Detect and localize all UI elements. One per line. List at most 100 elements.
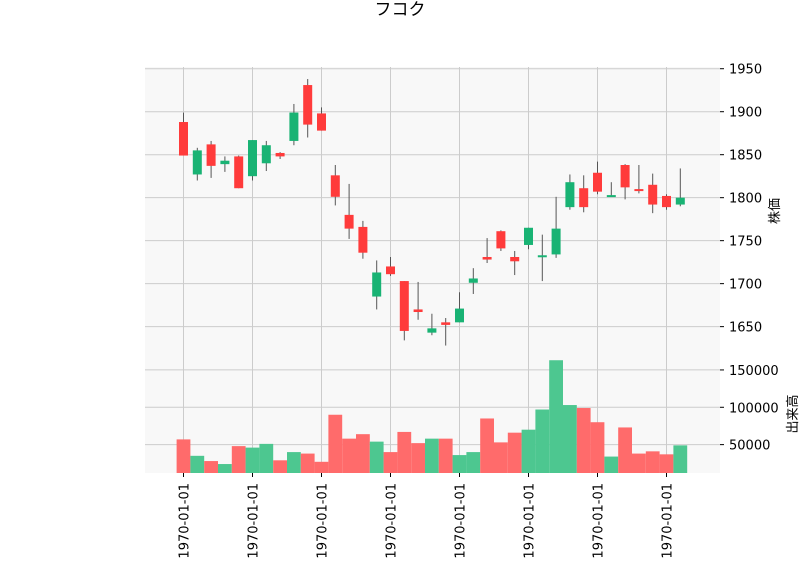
- volume-bar: [535, 409, 550, 473]
- volume-bar: [314, 461, 329, 473]
- volume-bar: [438, 438, 453, 473]
- candle-body: [634, 189, 644, 192]
- price-tick-label: 1800: [729, 192, 762, 207]
- volume-bar: [231, 446, 246, 473]
- volume-bar: [521, 429, 536, 473]
- candle-body: [192, 150, 202, 175]
- volume-bar: [507, 432, 522, 473]
- volume-tick-label: 50000: [729, 439, 770, 454]
- candle-body: [441, 322, 451, 325]
- candle-body: [358, 226, 368, 253]
- volume-bar: [563, 405, 577, 473]
- volume-bar: [300, 453, 315, 473]
- candle-body: [179, 122, 188, 156]
- x-tick-label: 1970-01-01: [661, 483, 676, 559]
- candle-body: [579, 188, 589, 208]
- candle-body: [496, 231, 506, 249]
- candle-body: [206, 144, 216, 166]
- candle-body: [482, 256, 492, 260]
- candle-body: [234, 156, 244, 189]
- price-tick-label: 1900: [729, 106, 762, 121]
- x-tick-label: 1970-01-01: [247, 483, 262, 559]
- grid-lines: [145, 67, 720, 473]
- volume-bar: [273, 460, 287, 473]
- volume-bar: [397, 431, 412, 473]
- price-panel: [145, 67, 720, 355]
- candle-body: [468, 278, 478, 283]
- price-tick-label: 1700: [729, 278, 762, 293]
- volume-bar: [425, 438, 439, 473]
- volume-bar: [604, 456, 619, 473]
- candle-body: [220, 160, 230, 165]
- candle-body: [648, 184, 658, 205]
- candle-body: [289, 112, 299, 141]
- candle-body: [372, 272, 382, 297]
- volume-bar: [659, 454, 674, 473]
- volume-bar: [466, 452, 481, 473]
- candle-body: [455, 308, 464, 323]
- volume-bars: [176, 360, 688, 473]
- candle-body: [427, 328, 437, 333]
- volume-bar: [673, 445, 688, 473]
- volume-bar: [287, 452, 301, 473]
- candle-body: [261, 145, 271, 164]
- candle-body: [524, 227, 533, 245]
- volume-bar: [618, 427, 632, 473]
- x-tick-label: 1970-01-01: [178, 483, 193, 559]
- candle-body: [510, 256, 520, 262]
- volume-bar: [342, 438, 356, 473]
- candlesticks: [179, 79, 685, 346]
- volume-bar: [204, 461, 218, 473]
- price-tick-label: 1950: [729, 63, 762, 78]
- candle-body: [386, 266, 395, 275]
- x-tick-label: 1970-01-01: [385, 483, 400, 559]
- candle-body: [344, 214, 354, 229]
- x-tick-labels: 1970-01-01 1970-01-01 1970-01-01 1970-01-01…: [178, 473, 676, 559]
- candle-body: [565, 182, 575, 208]
- price-tick-label: 1850: [729, 149, 762, 164]
- candle-body: [593, 172, 602, 192]
- candle-body: [317, 113, 326, 131]
- x-tick-label: 1970-01-01: [316, 483, 331, 559]
- volume-bar: [411, 443, 425, 473]
- volume-bar: [369, 441, 384, 473]
- x-tick-label: 1970-01-01: [523, 483, 538, 559]
- candle-body: [399, 281, 409, 331]
- candle-body: [606, 195, 616, 198]
- candle-body: [662, 195, 671, 208]
- price-tick-label: 1650: [729, 321, 762, 336]
- price-axis-label: 株価: [768, 198, 783, 224]
- candle-body: [413, 309, 423, 313]
- candle-body: [303, 85, 313, 125]
- price-tick-label: 1750: [729, 235, 762, 250]
- volume-bar: [549, 360, 563, 473]
- volume-bar: [328, 414, 343, 473]
- candle-body: [675, 197, 685, 205]
- volume-bar: [259, 443, 274, 473]
- volume-bar: [632, 453, 646, 473]
- volume-bar: [190, 455, 205, 473]
- candle-body: [330, 175, 340, 197]
- volume-bar: [576, 408, 591, 473]
- volume-bar: [245, 447, 260, 473]
- volume-axis-label: 出来高: [785, 394, 800, 433]
- volume-bar: [452, 455, 467, 473]
- volume-tick-label: 150000: [729, 364, 779, 379]
- chart-title: フコク: [375, 0, 426, 20]
- x-tick-label: 1970-01-01: [454, 483, 469, 559]
- candle-body: [275, 152, 285, 157]
- volume-tick-label: 100000: [729, 401, 779, 416]
- volume-bar: [494, 442, 508, 473]
- volume-bar: [480, 418, 494, 473]
- candle-body: [620, 165, 630, 188]
- volume-bar: [383, 452, 398, 473]
- x-tick-label: 1970-01-01: [592, 483, 607, 559]
- candle-body: [551, 228, 561, 255]
- volume-bar: [645, 451, 660, 473]
- volume-bar: [176, 439, 191, 473]
- volume-bar: [218, 464, 232, 473]
- y-tick-labels: 1650 1700 1750 1800 1850 1900 1950 50000 100000 1…: [720, 63, 779, 454]
- candle-body: [248, 140, 257, 177]
- volume-bar: [590, 422, 605, 473]
